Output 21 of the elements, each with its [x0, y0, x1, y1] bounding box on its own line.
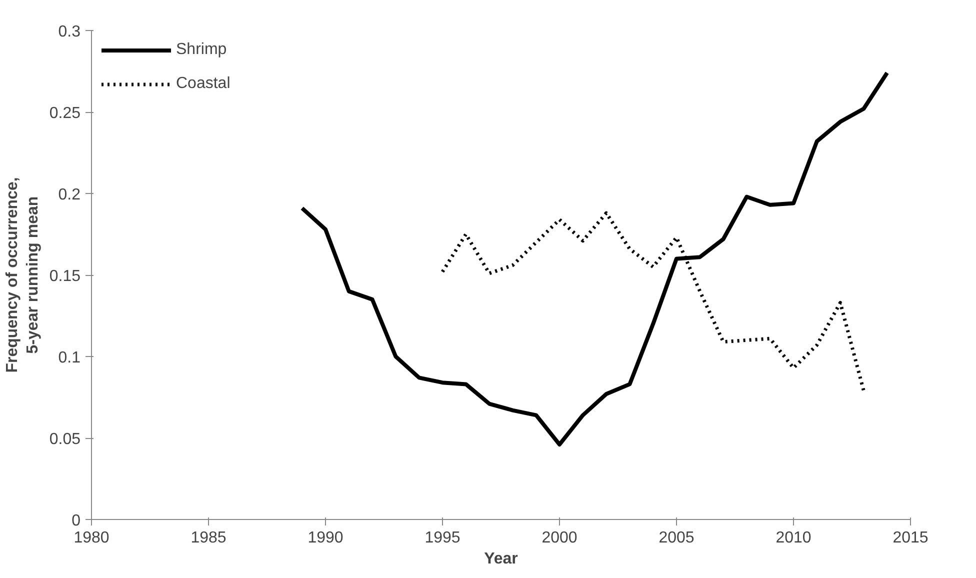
x-tick-label: 2015 [892, 530, 928, 546]
y-tick-label: 0.15 [49, 268, 81, 285]
legend-label: Shrimp [176, 41, 227, 59]
x-tick-label: 2010 [776, 530, 812, 546]
y-tick-label: 0.05 [49, 431, 81, 448]
x-tick-label: 1985 [190, 530, 226, 546]
x-tick-label: 1990 [308, 530, 344, 546]
y-tick-label: 0 [72, 512, 81, 530]
y-tick-label: 0.3 [58, 24, 81, 40]
line-series [440, 211, 866, 392]
x-tick-label: 1995 [424, 530, 460, 546]
x-tick-label: 2005 [658, 530, 694, 546]
x-tick-label: 1980 [74, 530, 110, 546]
legend-label: Coastal [176, 75, 230, 93]
y-tick-label: 0.1 [58, 350, 81, 366]
y-tick-label: 0.25 [49, 105, 81, 122]
y-tick-label: 0.2 [58, 186, 81, 204]
x-axis-title: Year [484, 550, 518, 568]
line-series [300, 70, 890, 447]
y-axis-title: Frequency of occurrence, 5-year running mean [4, 177, 42, 373]
x-tick-label: 2000 [542, 530, 578, 546]
